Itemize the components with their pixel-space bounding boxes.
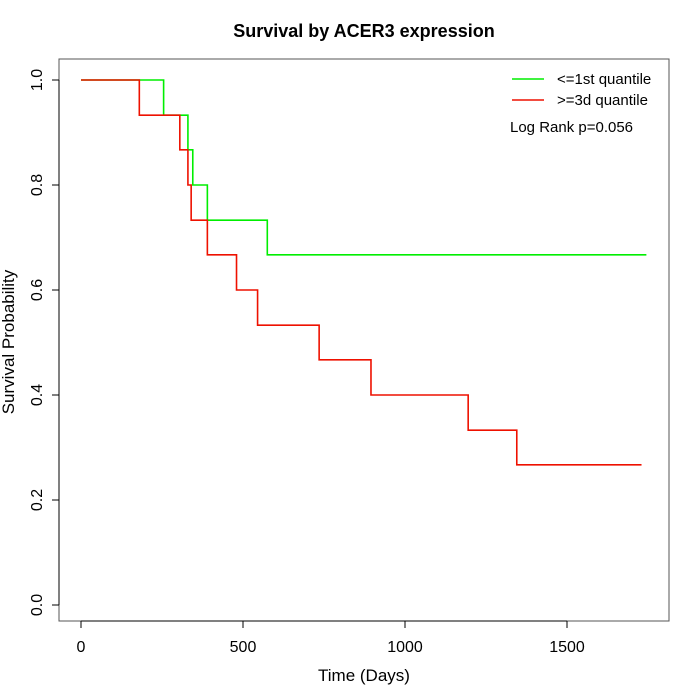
legend-label: <=1st quantile — [557, 71, 651, 88]
legend: <=1st quantile >=3d quantile — [512, 71, 651, 109]
series-layer — [81, 79, 647, 466]
survival-curve-1 — [81, 79, 647, 256]
chart-title: Survival by ACER3 expression — [233, 21, 494, 41]
x-tick-label: 1500 — [549, 639, 585, 656]
y-tick-label: 0.6 — [29, 279, 46, 301]
y-tick-label: 0.4 — [29, 384, 46, 406]
y-tick-label: 0.2 — [29, 489, 46, 511]
axes: 0 500 1000 1500 0.0 0.2 0.4 0.6 0.8 1.0 — [29, 69, 585, 656]
y-tick-label: 1.0 — [29, 69, 46, 91]
y-axis-title: Survival Probability — [0, 269, 18, 414]
survival-curve-2 — [81, 79, 642, 466]
y-tick-label: 0.8 — [29, 174, 46, 196]
plot-frame — [58, 58, 670, 622]
legend-label: >=3d quantile — [557, 92, 648, 109]
y-tick-label: 0.0 — [29, 594, 46, 616]
x-tick-label: 0 — [77, 639, 86, 656]
x-axis-title: Time (Days) — [318, 666, 410, 685]
log-rank-annotation: Log Rank p=0.056 — [510, 119, 633, 136]
x-tick-label: 1000 — [387, 639, 423, 656]
x-tick-label: 500 — [230, 639, 257, 656]
